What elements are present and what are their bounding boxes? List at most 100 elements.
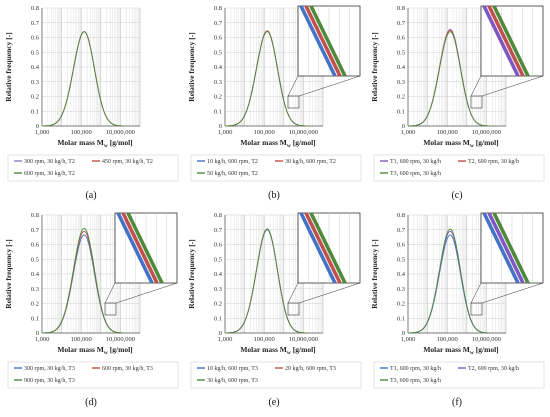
y-axis-label: Relative frequency [-] bbox=[4, 32, 13, 101]
series-line-1 bbox=[41, 31, 125, 127]
y-tick-label: 0.3 bbox=[397, 286, 405, 293]
x-axis-label: Molar mass Mw [g/mol] bbox=[423, 345, 498, 356]
zoom-connector bbox=[298, 75, 361, 97]
y-tick-label: 0.8 bbox=[31, 212, 39, 219]
y-tick-label: 0.3 bbox=[214, 79, 222, 86]
y-tick-label: 0 bbox=[36, 330, 39, 337]
y-tick-label: 0.3 bbox=[31, 286, 39, 293]
x-axis-label: Molar mass Mw [g/mol] bbox=[57, 138, 132, 149]
legend-label-2: 20 kg/h, 600 rpm, T3 bbox=[285, 366, 336, 372]
x-tick-label: 100,000 bbox=[71, 336, 92, 343]
y-tick-label: 0.5 bbox=[397, 49, 405, 56]
y-tick-label: 0.7 bbox=[214, 20, 223, 27]
legend-box bbox=[190, 154, 362, 182]
y-tick-label: 0.1 bbox=[31, 108, 39, 115]
zoom-connector bbox=[287, 282, 299, 304]
y-tick-label: 0.1 bbox=[214, 315, 222, 322]
zoom-connector bbox=[470, 282, 482, 304]
chart-panel-3: 0 0.1 0.2 0.3 0.4 0.5 0.6 0.7 0.8 1,000 100,000 10,… bbox=[370, 5, 545, 201]
y-axis-label: Relative frequency [-] bbox=[370, 32, 379, 101]
zoom-connector bbox=[298, 282, 361, 304]
y-tick-label: 0.8 bbox=[397, 212, 405, 219]
y-tick-label: 0.2 bbox=[397, 94, 405, 101]
y-tick-label: 0.3 bbox=[214, 286, 222, 293]
y-tick-label: 0.3 bbox=[31, 79, 39, 86]
y-tick-label: 0 bbox=[36, 123, 39, 130]
y-tick-label: 0.2 bbox=[214, 94, 222, 101]
y-tick-label: 0.5 bbox=[214, 49, 222, 56]
zoom-box bbox=[470, 302, 483, 316]
y-tick-label: 0.8 bbox=[397, 5, 405, 12]
series-line-3 bbox=[407, 228, 491, 334]
panel-label: (e) bbox=[268, 397, 279, 408]
zoom-connector bbox=[481, 282, 544, 304]
legend-box bbox=[373, 154, 545, 182]
y-tick-label: 0.5 bbox=[214, 256, 222, 263]
x-tick-label: 100,000 bbox=[254, 129, 275, 136]
inset-series-line-1 bbox=[299, 212, 337, 284]
series-line-2 bbox=[41, 31, 125, 127]
inset-series-line-3 bbox=[126, 212, 164, 284]
x-tick-label: 10,000,000 bbox=[289, 336, 318, 343]
x-tick-label: 1,000 bbox=[35, 129, 50, 136]
series-line-1 bbox=[224, 30, 308, 127]
panel-label: (b) bbox=[268, 190, 280, 201]
y-axis-label: Relative frequency [-] bbox=[187, 32, 196, 101]
series-line-3 bbox=[224, 31, 308, 127]
y-tick-label: 0.3 bbox=[397, 79, 405, 86]
x-tick-label: 100,000 bbox=[71, 129, 92, 136]
zoom-box bbox=[104, 302, 117, 316]
y-tick-label: 0.2 bbox=[31, 301, 39, 308]
y-tick-label: 0.2 bbox=[397, 301, 405, 308]
panel-label: (a) bbox=[85, 190, 96, 201]
y-tick-label: 0 bbox=[402, 123, 405, 130]
legend-label-2: 30 kg/h, 600 rpm, T2 bbox=[285, 159, 336, 165]
legend-label-1: T1, 600 rpm, 30 kg/h bbox=[390, 159, 441, 165]
y-tick-label: 0.7 bbox=[214, 227, 223, 234]
legend: 300 rpm, 30 kg/h, T2 450 rpm, 30 kg/h, T2… bbox=[7, 154, 179, 182]
y-tick-label: 0.7 bbox=[397, 227, 406, 234]
y-tick-label: 0.1 bbox=[31, 315, 39, 322]
y-tick-label: 0.4 bbox=[214, 271, 223, 278]
legend-label-2: 450 rpm, 30 kg/h, T2 bbox=[102, 159, 153, 165]
inset-series-line-1 bbox=[299, 5, 337, 77]
chart-panel-1: 0 0.1 0.2 0.3 0.4 0.5 0.6 0.7 0.8 1,000 100,000 10,… bbox=[4, 5, 179, 201]
inset-series-line-3 bbox=[309, 5, 347, 77]
legend-label-3: 900 rpm, 30 kg/h, T3 bbox=[24, 378, 75, 384]
inset-series-line-1 bbox=[482, 5, 520, 77]
x-tick-label: 1,000 bbox=[218, 129, 233, 136]
legend-box bbox=[7, 154, 179, 182]
x-tick-label: 100,000 bbox=[437, 336, 458, 343]
legend-box bbox=[7, 361, 179, 389]
zoom-connector bbox=[481, 75, 544, 97]
legend-box bbox=[373, 361, 545, 389]
x-tick-label: 10,000,000 bbox=[106, 129, 135, 136]
legend-label-3: 30 kg/h, 600 rpm, T3 bbox=[207, 378, 258, 384]
y-tick-label: 0.4 bbox=[397, 271, 406, 278]
x-axis-label: Molar mass Mw [g/mol] bbox=[57, 345, 132, 356]
inset-series-line-1 bbox=[116, 212, 154, 284]
legend-label-1: 300 rpm, 30 kg/h, T3 bbox=[24, 366, 75, 372]
x-tick-label: 1,000 bbox=[401, 336, 416, 343]
zoom-box bbox=[287, 95, 300, 109]
y-axis-label: Relative frequency [-] bbox=[187, 239, 196, 308]
panel-label: (d) bbox=[85, 397, 97, 408]
x-tick-label: 100,000 bbox=[437, 129, 458, 136]
inset-series-line-2 bbox=[487, 212, 525, 284]
y-tick-label: 0.7 bbox=[31, 20, 40, 27]
legend-label-1: 10 kg/h, 600 rpm, T3 bbox=[207, 366, 258, 372]
legend-label-2: T2, 600 rpm, 30 kg/h bbox=[468, 366, 519, 372]
legend: 300 rpm, 30 kg/h, T3 600 rpm, 30 kg/h, T3… bbox=[7, 361, 179, 389]
chart-panel-2: 0 0.1 0.2 0.3 0.4 0.5 0.6 0.7 0.8 1,000 100,000 10,… bbox=[187, 5, 362, 201]
y-tick-label: 0.5 bbox=[397, 256, 405, 263]
x-tick-label: 10,000,000 bbox=[472, 336, 501, 343]
x-tick-label: 1,000 bbox=[401, 129, 416, 136]
y-tick-label: 0.4 bbox=[31, 64, 40, 71]
inset-series-line-2 bbox=[121, 212, 159, 284]
chart-panel-5: 0 0.1 0.2 0.3 0.4 0.5 0.6 0.7 0.8 1,000 100,000 10,… bbox=[187, 212, 362, 408]
legend-label-2: T2, 600 rpm, 30 kg/h bbox=[468, 159, 519, 165]
legend-label-1: 300 rpm, 30 kg/h, T2 bbox=[24, 159, 75, 165]
inset-series-line-2 bbox=[304, 5, 342, 77]
y-axis-label: Relative frequency [-] bbox=[4, 239, 13, 308]
